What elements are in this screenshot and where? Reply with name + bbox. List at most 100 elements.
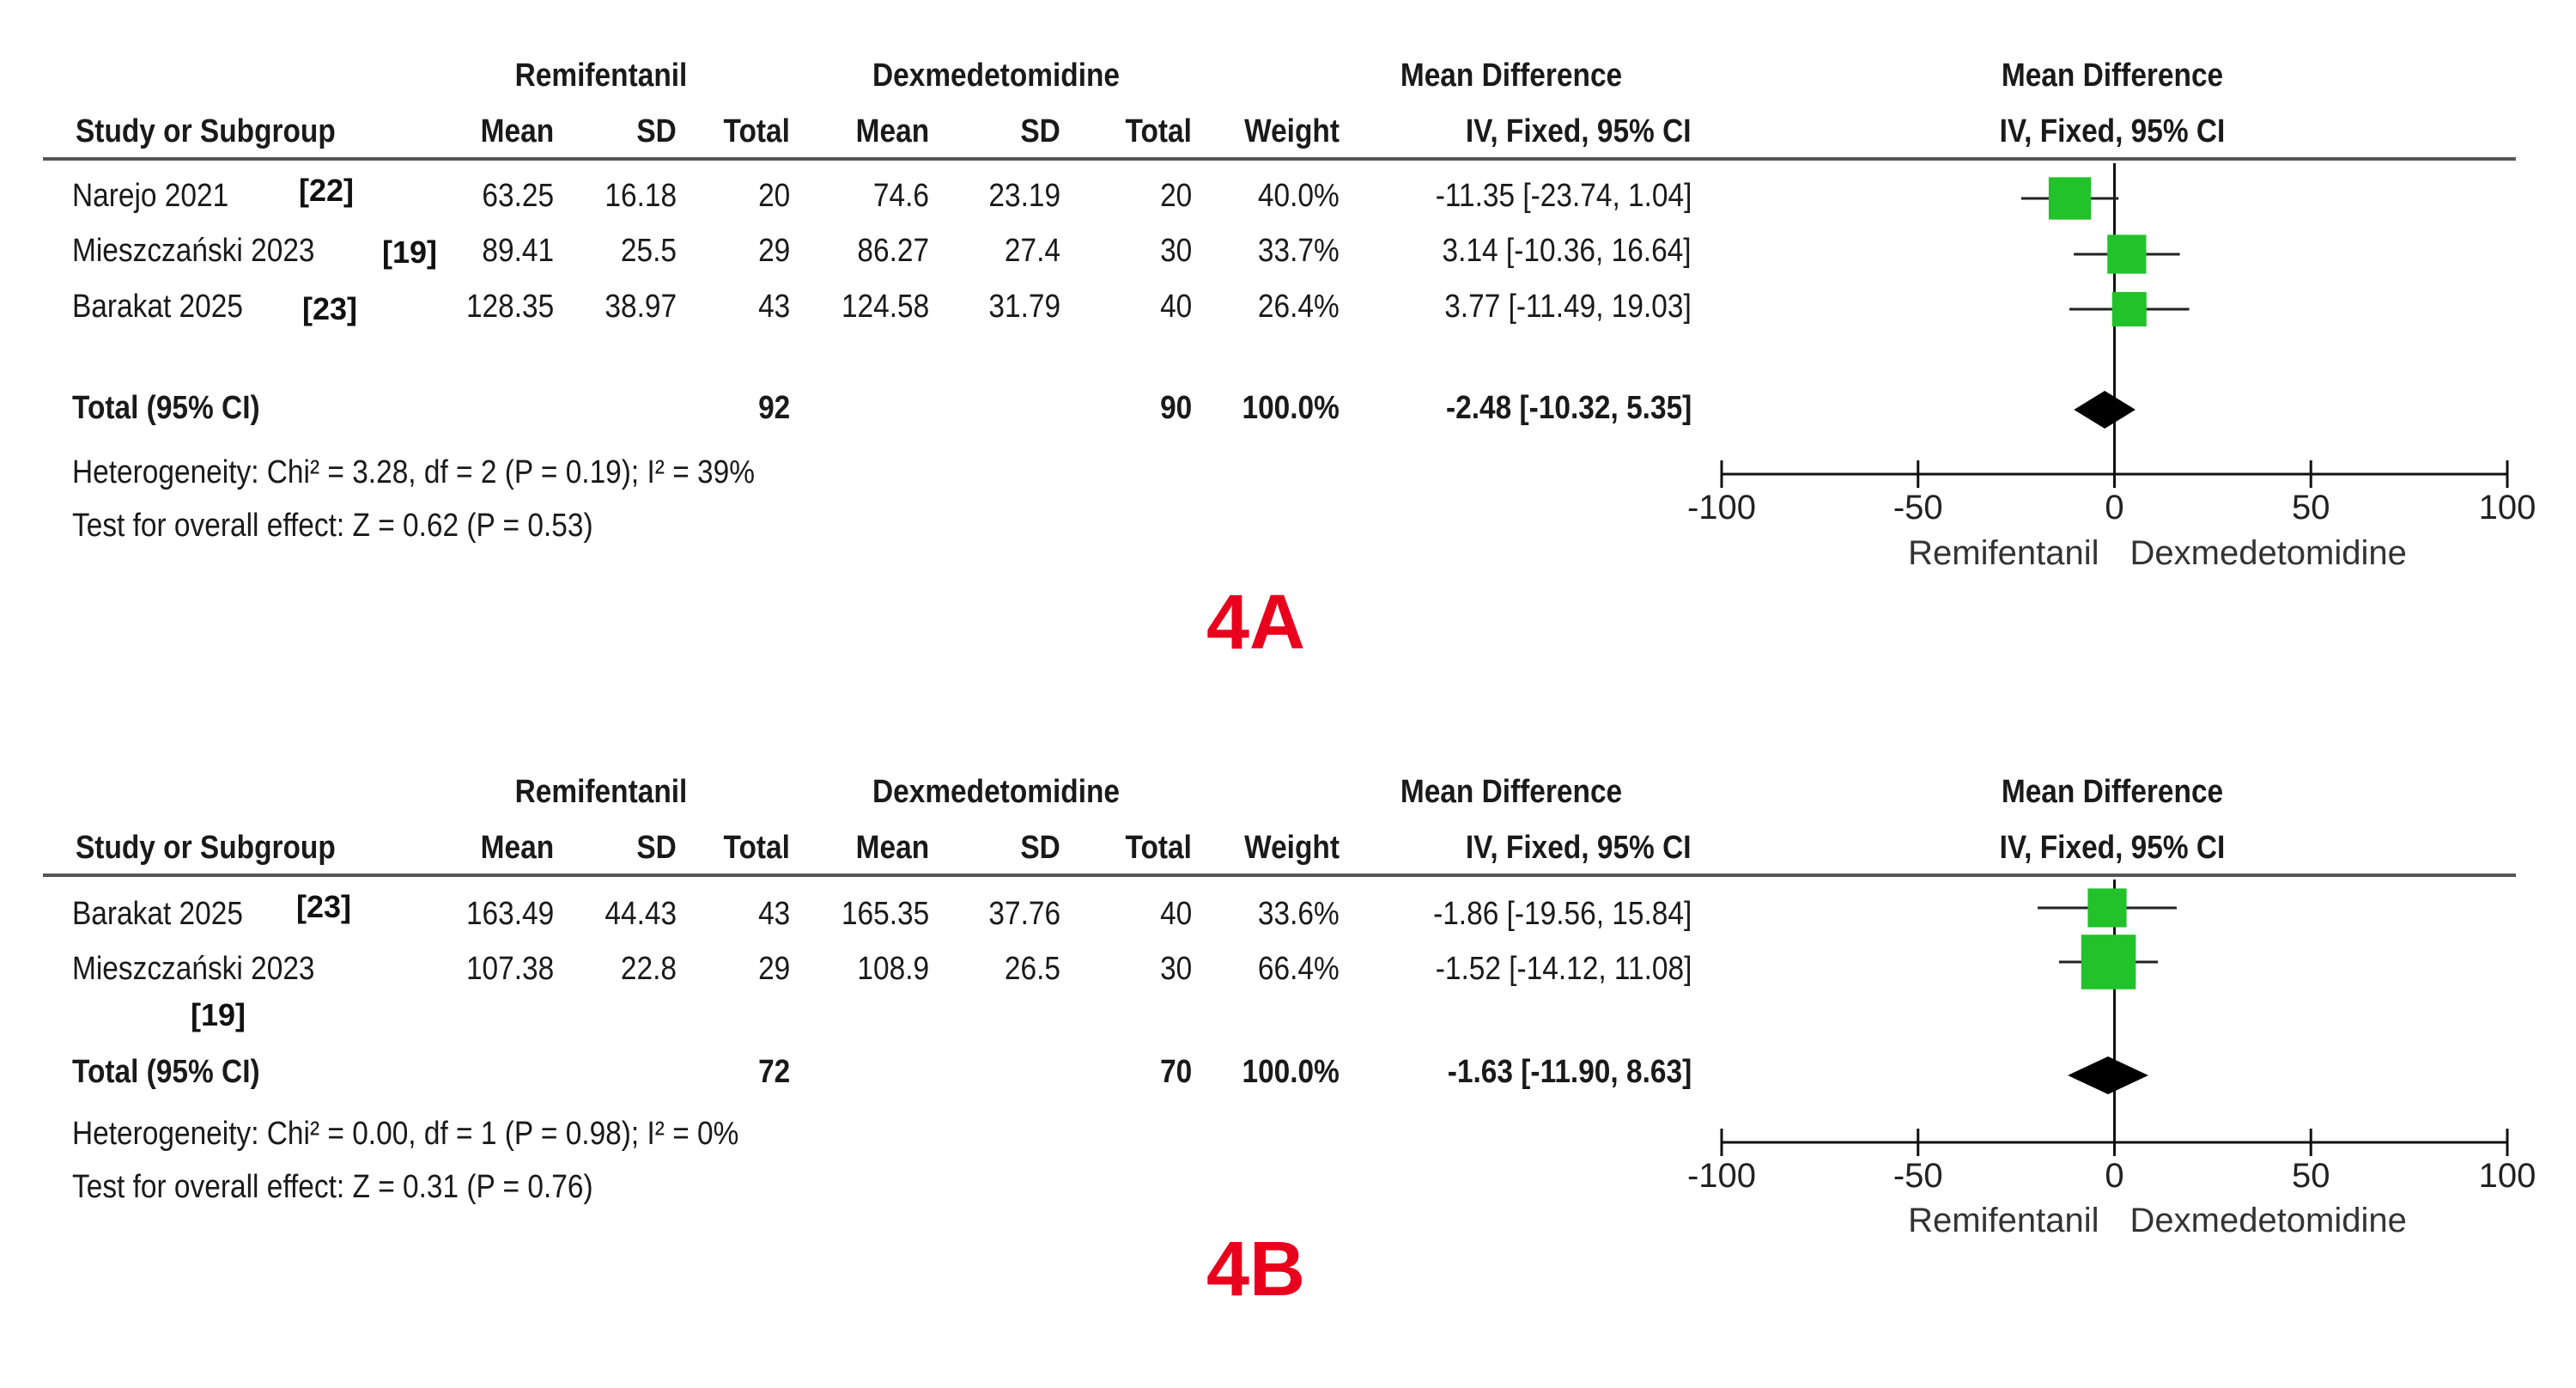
- ci-text: 3.14 [-10.36, 16.64]: [1442, 233, 1692, 269]
- col-sd1: SD: [636, 113, 677, 149]
- forest-plot-area: -100 -50 0 50 100 Remifentanil Dexmedetomidine: [1687, 880, 2536, 1239]
- mean2: 86.27: [857, 233, 929, 269]
- heterogeneity-text: Heterogeneity: Chi² = 0.00, df = 1 (P = …: [72, 1116, 739, 1152]
- total-label: Total (95% CI): [72, 390, 260, 426]
- total1: 43: [757, 289, 790, 325]
- total2: 40: [1159, 289, 1192, 325]
- weight: 66.4%: [1258, 951, 1340, 987]
- plot-subtitle: IV, Fixed, 95% CI: [1999, 830, 2226, 866]
- study-name: Mieszczański 2023: [72, 951, 315, 987]
- col-mean2: Mean: [855, 113, 929, 149]
- mean1: 163.49: [465, 896, 554, 932]
- x-tick-label: 50: [2292, 1157, 2330, 1195]
- mean1: 63.25: [482, 178, 554, 214]
- x-tick-label: -100: [1687, 489, 1756, 527]
- panel-label: 4A: [1206, 580, 1306, 666]
- x-tick-label: -50: [1893, 1157, 1943, 1195]
- forest-plot-4b: Remifentanil Dexmedetomidine Mean Differ…: [0, 716, 2576, 1388]
- study-ref: [19]: [191, 997, 246, 1032]
- plot-title: Mean Difference: [2001, 58, 2224, 94]
- sd2: 23.19: [988, 178, 1060, 214]
- col-ci: IV, Fixed, 95% CI: [1466, 113, 1692, 149]
- total-label: Total (95% CI): [72, 1054, 260, 1090]
- weight: 33.7%: [1258, 233, 1340, 269]
- sd1: 22.8: [620, 951, 677, 987]
- total1: 20: [757, 178, 790, 214]
- group2-header: Dexmedetomidine: [872, 58, 1121, 94]
- x-tick-label: 100: [2479, 489, 2537, 527]
- study-marker: [2111, 291, 2147, 327]
- sd2: 37.76: [988, 896, 1060, 932]
- favours-left-label: Remifentanil: [1908, 534, 2099, 572]
- col-sd2: SD: [1020, 113, 1060, 149]
- mean2: 124.58: [841, 289, 929, 325]
- ci-text: 3.77 [-11.49, 19.03]: [1444, 289, 1692, 325]
- mean2: 165.35: [841, 896, 929, 932]
- total-n2: 90: [1159, 390, 1192, 426]
- study-marker: [2081, 934, 2136, 989]
- study-marker: [2048, 177, 2092, 220]
- mean1: 107.38: [465, 951, 554, 987]
- plot-title: Mean Difference: [2001, 774, 2224, 810]
- sd2: 31.79: [988, 289, 1060, 325]
- weight: 26.4%: [1258, 289, 1340, 325]
- col-mean1: Mean: [480, 830, 554, 866]
- study-ref: [23]: [296, 889, 352, 924]
- mean1: 128.35: [465, 289, 554, 325]
- x-tick-label: -100: [1687, 1157, 1756, 1195]
- total2: 20: [1159, 178, 1192, 214]
- total-n2: 70: [1159, 1054, 1192, 1090]
- col-total2: Total: [1125, 830, 1192, 866]
- total-n1: 92: [757, 390, 790, 426]
- col-study: Study or Subgroup: [76, 113, 336, 149]
- study-name: Barakat 2025: [72, 896, 243, 932]
- col-total1: Total: [723, 830, 790, 866]
- total-weight: 100.0%: [1242, 390, 1340, 426]
- study-name: Mieszczański 2023: [72, 233, 315, 269]
- group2-header: Dexmedetomidine: [872, 774, 1121, 810]
- sd1: 25.5: [620, 233, 677, 269]
- sd1: 44.43: [605, 896, 677, 932]
- x-tick-label: 0: [2105, 489, 2123, 527]
- ci-text: -1.86 [-19.56, 15.84]: [1432, 896, 1692, 932]
- study-ref: [23]: [302, 291, 358, 326]
- total2: 40: [1159, 896, 1192, 932]
- panel-label: 4B: [1206, 1227, 1306, 1312]
- ci-text: -11.35 [-23.74, 1.04]: [1435, 178, 1692, 214]
- total2: 30: [1159, 233, 1192, 269]
- x-tick-label: 0: [2105, 1157, 2123, 1195]
- total1: 43: [757, 896, 790, 932]
- favours-left-label: Remifentanil: [1908, 1202, 2099, 1239]
- study-name: Barakat 2025: [72, 289, 243, 325]
- col-total1: Total: [723, 113, 790, 149]
- favours-right-label: Dexmedetomidine: [2130, 1202, 2407, 1239]
- total-n1: 72: [757, 1054, 790, 1090]
- forest-plot-4a: Remifentanil Dexmedetomidine Mean Differ…: [0, 0, 2576, 672]
- group1-header: Remifentanil: [514, 774, 688, 810]
- col-ci: IV, Fixed, 95% CI: [1466, 830, 1692, 866]
- weight: 40.0%: [1258, 178, 1340, 214]
- col-sd1: SD: [636, 830, 677, 866]
- ci-text: -1.52 [-14.12, 11.08]: [1435, 951, 1692, 987]
- heterogeneity-text: Heterogeneity: Chi² = 3.28, df = 2 (P = …: [72, 454, 755, 490]
- weight: 33.6%: [1258, 896, 1340, 932]
- mean2: 108.9: [857, 951, 929, 987]
- study-ref: [19]: [382, 234, 438, 270]
- x-tick-label: -50: [1893, 489, 1943, 527]
- col-total2: Total: [1125, 113, 1192, 149]
- sd2: 27.4: [1004, 233, 1060, 269]
- total-ci-text: -1.63 [-11.90, 8.63]: [1447, 1054, 1692, 1090]
- total1: 29: [757, 951, 790, 987]
- total-ci-text: -2.48 [-10.32, 5.35]: [1445, 390, 1692, 426]
- col-mean1: Mean: [480, 113, 554, 149]
- x-tick-label: 50: [2292, 489, 2330, 527]
- header-divider: [43, 157, 2516, 161]
- sd1: 16.18: [605, 178, 677, 214]
- mean2: 74.6: [872, 178, 929, 214]
- summary-diamond: [2074, 391, 2136, 429]
- sd2: 26.5: [1004, 951, 1060, 987]
- plot-subtitle: IV, Fixed, 95% CI: [1999, 113, 2226, 149]
- col-weight: Weight: [1244, 830, 1340, 866]
- group1-header: Remifentanil: [514, 58, 688, 94]
- overall-effect-text: Test for overall effect: Z = 0.31 (P = 0…: [72, 1169, 593, 1205]
